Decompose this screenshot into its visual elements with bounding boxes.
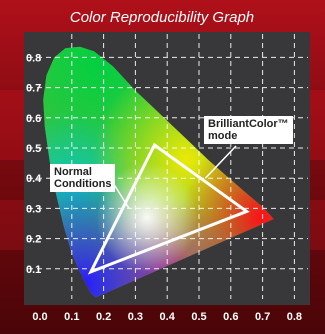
tick-labels: 0.0 0.1 0.2 0.3 0.4 0.5 0.6 0.7 0.8 0.1 0.2 0.3 0.4 0…	[26, 52, 302, 323]
annotation-line: Conditions	[54, 178, 112, 190]
y-tick-label: 0.2	[26, 234, 41, 246]
annotation-line: mode	[208, 130, 238, 142]
annotation-brilliantcolor: BrilliantColor™ mode	[204, 116, 293, 144]
x-tick-label: 0.2	[96, 311, 111, 323]
x-tick-label: 0.0	[32, 311, 47, 323]
y-tick-label: 0.6	[26, 113, 41, 125]
x-tick-label: 0.8	[287, 311, 302, 323]
y-tick-label: 0.4	[26, 173, 42, 185]
annotation-normal-conditions: Normal Conditions	[50, 164, 116, 192]
x-tick-label: 0.3	[128, 311, 143, 323]
x-tick-label: 0.6	[223, 311, 238, 323]
y-tick-label: 0.3	[26, 203, 41, 215]
y-tick-label: 0.1	[26, 264, 41, 276]
x-tick-label: 0.4	[160, 311, 176, 323]
y-tick-label: 0.8	[26, 52, 41, 64]
annotation-leader	[204, 145, 237, 179]
gamut-triangle-outline	[87, 142, 250, 275]
x-tick-label: 0.1	[64, 311, 79, 323]
annotation-line: Normal	[54, 166, 92, 178]
gamut-triangle	[87, 142, 250, 275]
annotation-line: BrilliantColor™	[208, 118, 289, 130]
y-tick-label: 0.5	[26, 143, 41, 155]
x-tick-label: 0.5	[191, 311, 206, 323]
x-tick-label: 0.7	[255, 311, 270, 323]
y-tick-label: 0.7	[26, 83, 41, 95]
chart-title: Color Reproducibility Graph	[70, 9, 254, 26]
